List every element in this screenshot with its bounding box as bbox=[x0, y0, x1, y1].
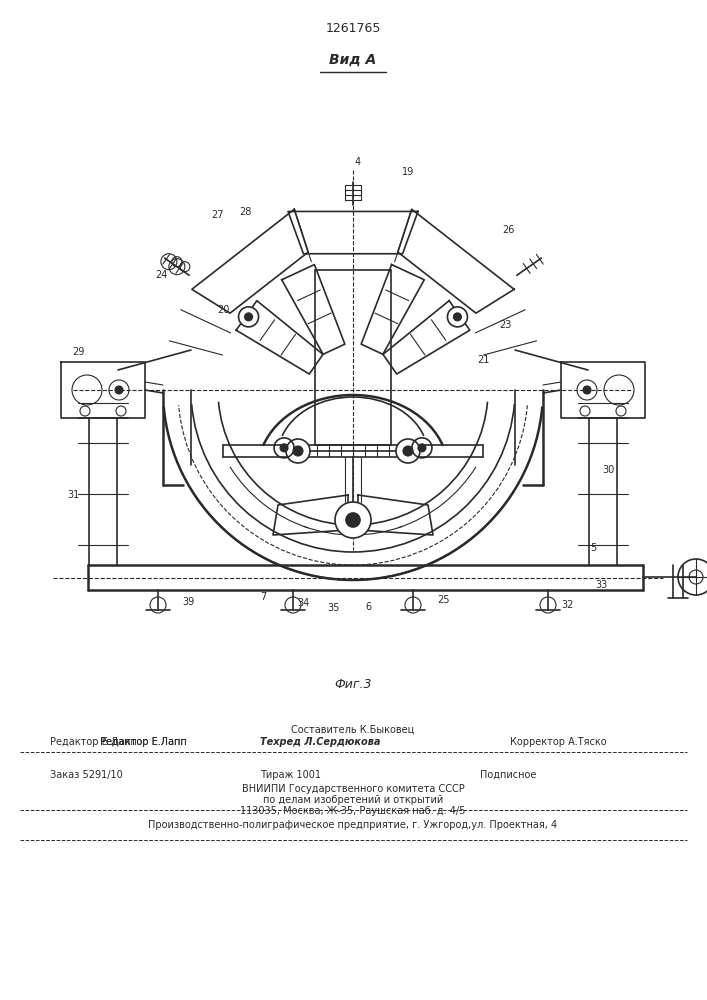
Text: 25: 25 bbox=[437, 595, 449, 605]
Text: 39: 39 bbox=[182, 597, 194, 607]
Text: 29: 29 bbox=[72, 347, 84, 357]
Text: 30: 30 bbox=[602, 465, 614, 475]
Circle shape bbox=[293, 446, 303, 456]
Text: 35: 35 bbox=[327, 603, 339, 613]
Circle shape bbox=[346, 513, 360, 527]
Text: 113035, Москва, Ж-35, Раушская наб. д. 4/5: 113035, Москва, Ж-35, Раушская наб. д. 4… bbox=[240, 806, 466, 816]
Circle shape bbox=[453, 313, 462, 321]
Text: 23: 23 bbox=[499, 320, 511, 330]
Text: 1261765: 1261765 bbox=[325, 21, 380, 34]
Text: 19: 19 bbox=[402, 167, 414, 177]
Text: 6: 6 bbox=[365, 602, 371, 612]
Text: 21: 21 bbox=[477, 355, 489, 365]
Text: Фиг.3: Фиг.3 bbox=[334, 678, 372, 692]
Circle shape bbox=[115, 386, 123, 394]
Text: Производственно-полиграфическое предприятие, г. Ужгород,ул. Проектная, 4: Производственно-полиграфическое предприя… bbox=[148, 820, 558, 830]
Text: 31: 31 bbox=[67, 490, 79, 500]
Text: 4: 4 bbox=[355, 157, 361, 167]
Text: 24: 24 bbox=[155, 270, 167, 280]
Text: Редактор Е.Лапп: Редактор Е.Лапп bbox=[100, 737, 187, 747]
Circle shape bbox=[238, 307, 259, 327]
Text: 20: 20 bbox=[217, 305, 229, 315]
Text: Тираж 1001: Тираж 1001 bbox=[260, 770, 321, 780]
Circle shape bbox=[245, 313, 252, 321]
Text: 7: 7 bbox=[260, 592, 266, 602]
Text: Подписное: Подписное bbox=[480, 770, 537, 780]
Circle shape bbox=[403, 446, 413, 456]
Text: Корректор А.Тяско: Корректор А.Тяско bbox=[510, 737, 607, 747]
Text: Вид А: Вид А bbox=[329, 53, 377, 67]
Circle shape bbox=[396, 439, 420, 463]
Circle shape bbox=[448, 307, 467, 327]
Text: ВНИИПИ Государственного комитета СССР: ВНИИПИ Государственного комитета СССР bbox=[242, 784, 464, 794]
Text: Редактор Е.Лапп: Редактор Е.Лапп bbox=[50, 737, 136, 747]
Circle shape bbox=[583, 386, 591, 394]
Text: 27: 27 bbox=[212, 210, 224, 220]
Text: 28: 28 bbox=[239, 207, 251, 217]
Text: Техред Л.Сердюкова: Техред Л.Сердюкова bbox=[260, 737, 380, 747]
Text: 32: 32 bbox=[562, 600, 574, 610]
Text: Заказ 5291/10: Заказ 5291/10 bbox=[50, 770, 123, 780]
Text: 26: 26 bbox=[502, 225, 514, 235]
Circle shape bbox=[418, 444, 426, 452]
Text: 33: 33 bbox=[595, 580, 607, 590]
Text: 5: 5 bbox=[590, 543, 596, 553]
Text: 34: 34 bbox=[297, 598, 309, 608]
Circle shape bbox=[280, 444, 288, 452]
Circle shape bbox=[335, 502, 371, 538]
Text: Редактор Е.Лапп: Редактор Е.Лапп bbox=[100, 737, 187, 747]
Text: по делам изобретений и открытий: по делам изобретений и открытий bbox=[263, 795, 443, 805]
Circle shape bbox=[286, 439, 310, 463]
Text: Составитель К.Быковец: Составитель К.Быковец bbox=[291, 725, 415, 735]
